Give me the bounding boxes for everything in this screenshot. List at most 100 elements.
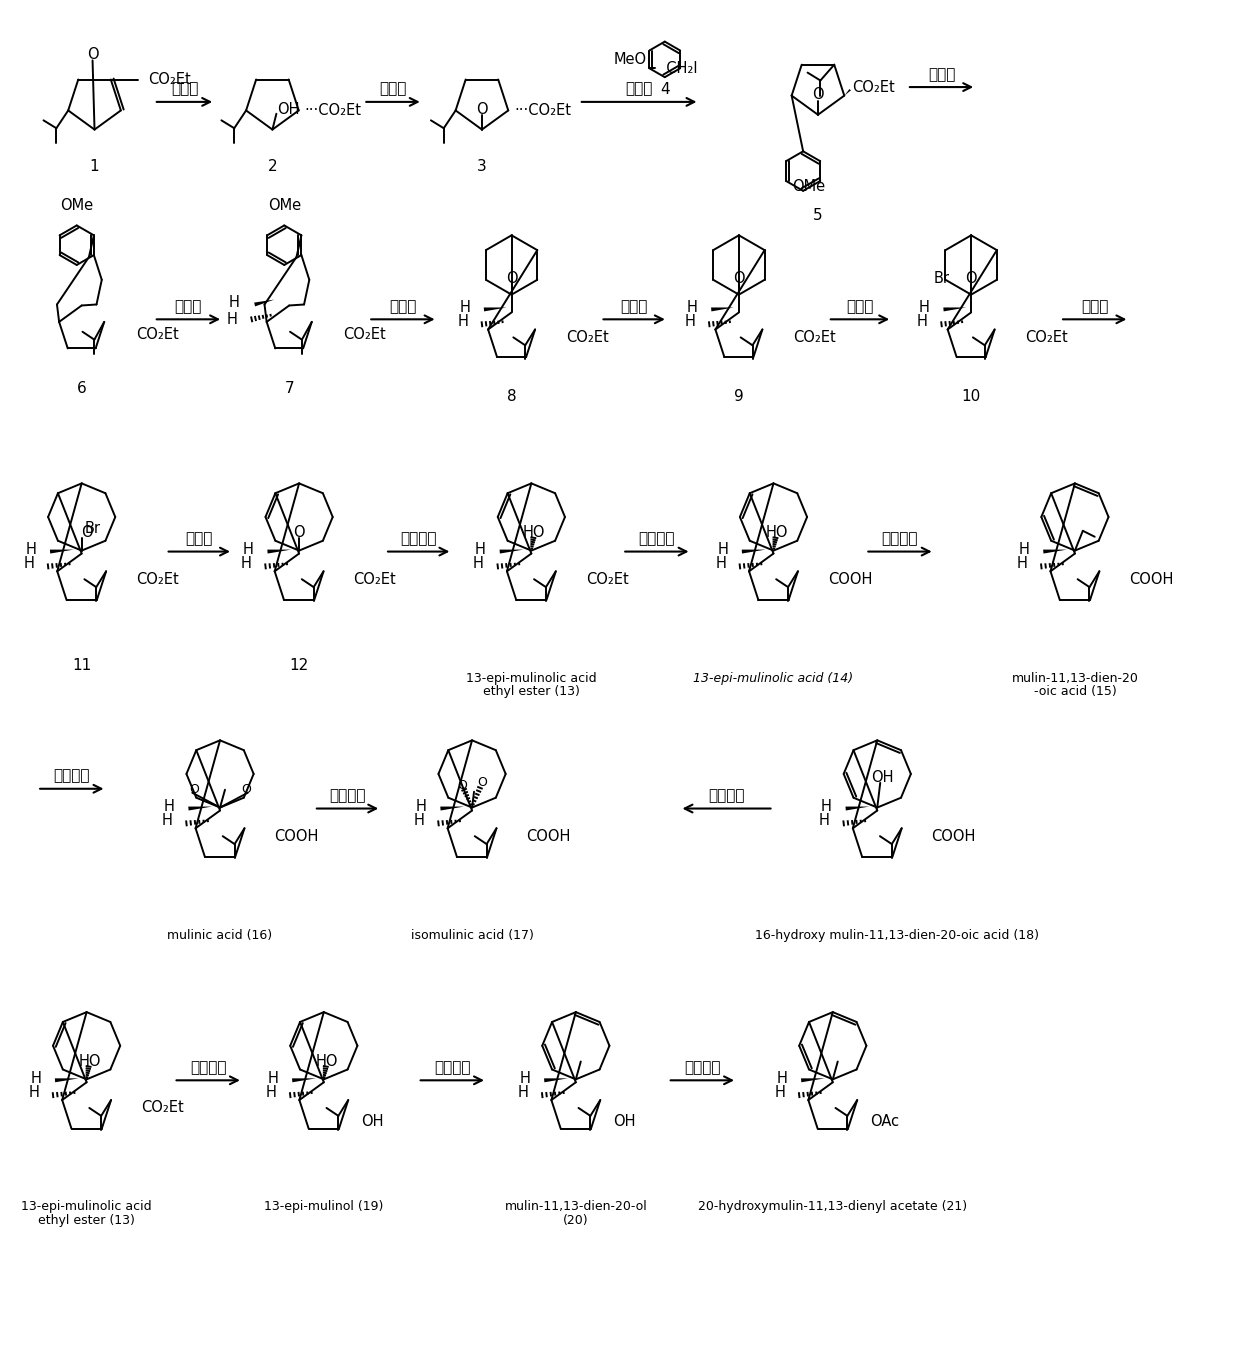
- Text: 步骤十九: 步骤十九: [684, 1060, 720, 1075]
- Text: H: H: [520, 1071, 531, 1086]
- Text: COOH: COOH: [931, 828, 976, 843]
- Text: CO₂Et: CO₂Et: [1025, 330, 1069, 345]
- Text: H: H: [715, 556, 727, 571]
- Text: CO₂Et: CO₂Et: [141, 1101, 184, 1116]
- Text: ethyl ester (13): ethyl ester (13): [38, 1214, 135, 1227]
- Text: 步骤十二: 步骤十二: [639, 531, 675, 546]
- Text: H: H: [821, 799, 832, 815]
- Text: mulin-11,13-dien-20-ol: mulin-11,13-dien-20-ol: [505, 1201, 647, 1213]
- Text: 步骤五: 步骤五: [175, 298, 202, 314]
- Text: OMe: OMe: [61, 199, 93, 214]
- Polygon shape: [268, 549, 291, 553]
- Text: H: H: [268, 1071, 278, 1086]
- Text: CO₂Et: CO₂Et: [585, 572, 629, 587]
- Text: (20): (20): [563, 1214, 589, 1227]
- Polygon shape: [484, 308, 507, 311]
- Text: 步骤十八: 步骤十八: [434, 1060, 470, 1075]
- Polygon shape: [711, 308, 734, 311]
- Polygon shape: [1043, 549, 1068, 553]
- Text: H: H: [687, 300, 697, 315]
- Text: H: H: [459, 300, 470, 315]
- Text: 步骤十: 步骤十: [186, 531, 213, 546]
- Text: COOH: COOH: [1130, 572, 1173, 587]
- Polygon shape: [188, 806, 212, 810]
- Text: 步骤三: 步骤三: [625, 82, 652, 97]
- Text: O: O: [733, 271, 745, 286]
- Text: H: H: [916, 314, 928, 329]
- Text: H: H: [919, 300, 930, 315]
- Text: OH: OH: [870, 771, 894, 786]
- Text: mulinic acid (16): mulinic acid (16): [167, 928, 273, 942]
- Text: 步骤一: 步骤一: [171, 82, 198, 97]
- Text: O: O: [294, 526, 305, 541]
- Text: H: H: [227, 312, 238, 327]
- Text: H: H: [1017, 556, 1028, 571]
- Text: H: H: [717, 542, 728, 557]
- Text: 步骤八: 步骤八: [846, 298, 874, 314]
- Text: HO: HO: [523, 526, 546, 541]
- Text: Br: Br: [934, 271, 950, 286]
- Polygon shape: [440, 806, 464, 810]
- Text: CH₂I: CH₂I: [657, 60, 698, 75]
- Text: OH: OH: [278, 103, 300, 118]
- Polygon shape: [944, 308, 966, 311]
- Text: 16-hydroxy mulin-11,13-dien-20-oic acid (18): 16-hydroxy mulin-11,13-dien-20-oic acid …: [755, 928, 1039, 942]
- Text: -oic acid (15): -oic acid (15): [1034, 686, 1116, 698]
- Text: COOH: COOH: [828, 572, 872, 587]
- Text: 2: 2: [268, 159, 278, 174]
- Text: O: O: [81, 526, 93, 541]
- Text: H: H: [164, 799, 175, 815]
- Text: H: H: [414, 813, 424, 828]
- Text: 13-epi-mulinolic acid: 13-epi-mulinolic acid: [466, 672, 596, 684]
- Text: H: H: [241, 556, 252, 571]
- Text: H: H: [684, 314, 696, 329]
- Text: ···CO₂Et: ···CO₂Et: [305, 103, 362, 118]
- Polygon shape: [742, 549, 765, 553]
- Text: 3: 3: [477, 159, 487, 174]
- Text: H: H: [243, 542, 254, 557]
- Text: O: O: [477, 776, 487, 790]
- Text: H: H: [818, 813, 830, 828]
- Text: OAc: OAc: [870, 1114, 899, 1129]
- Text: 步骤六: 步骤六: [389, 298, 417, 314]
- Text: 6: 6: [77, 381, 87, 396]
- Text: H: H: [229, 296, 239, 309]
- Text: OH: OH: [614, 1114, 636, 1129]
- Text: CO₂Et: CO₂Et: [343, 327, 387, 342]
- Text: O: O: [241, 783, 250, 797]
- Text: ethyl ester (13): ethyl ester (13): [482, 686, 580, 698]
- Text: H: H: [776, 1071, 787, 1086]
- Text: 步骤十四: 步骤十四: [53, 768, 91, 783]
- Text: 步骤十三: 步骤十三: [882, 531, 919, 546]
- Text: 步骤十六: 步骤十六: [708, 789, 745, 804]
- Text: COOH: COOH: [274, 828, 319, 843]
- Text: H: H: [24, 556, 35, 571]
- Text: H: H: [1018, 542, 1029, 557]
- Text: O: O: [190, 783, 200, 797]
- Text: OH: OH: [361, 1114, 384, 1129]
- Text: 步骤二: 步骤二: [379, 82, 407, 97]
- Text: H: H: [458, 314, 469, 329]
- Polygon shape: [293, 1079, 316, 1083]
- Text: 12: 12: [289, 657, 309, 672]
- Text: 11: 11: [72, 657, 92, 672]
- Text: 步骤九: 步骤九: [1081, 298, 1109, 314]
- Text: O: O: [87, 47, 98, 62]
- Text: OMe: OMe: [792, 179, 825, 194]
- Text: CO₂Et: CO₂Et: [794, 330, 836, 345]
- Text: O: O: [476, 103, 487, 118]
- Text: 13-epi-mulinolic acid: 13-epi-mulinolic acid: [21, 1201, 153, 1213]
- Text: 步骤七: 步骤七: [620, 298, 647, 314]
- Text: COOH: COOH: [527, 828, 570, 843]
- Text: H: H: [29, 1084, 40, 1099]
- Text: 步骤十一: 步骤十一: [401, 531, 436, 546]
- Text: 8: 8: [507, 389, 516, 404]
- Text: O: O: [966, 271, 977, 286]
- Text: H: H: [517, 1084, 528, 1099]
- Text: mulin-11,13-dien-20: mulin-11,13-dien-20: [1012, 672, 1138, 684]
- Polygon shape: [55, 1079, 78, 1083]
- Text: ···CO₂Et: ···CO₂Et: [515, 103, 572, 118]
- Text: CO₂Et: CO₂Et: [353, 572, 397, 587]
- Polygon shape: [844, 89, 851, 96]
- Text: CO₂Et: CO₂Et: [565, 330, 609, 345]
